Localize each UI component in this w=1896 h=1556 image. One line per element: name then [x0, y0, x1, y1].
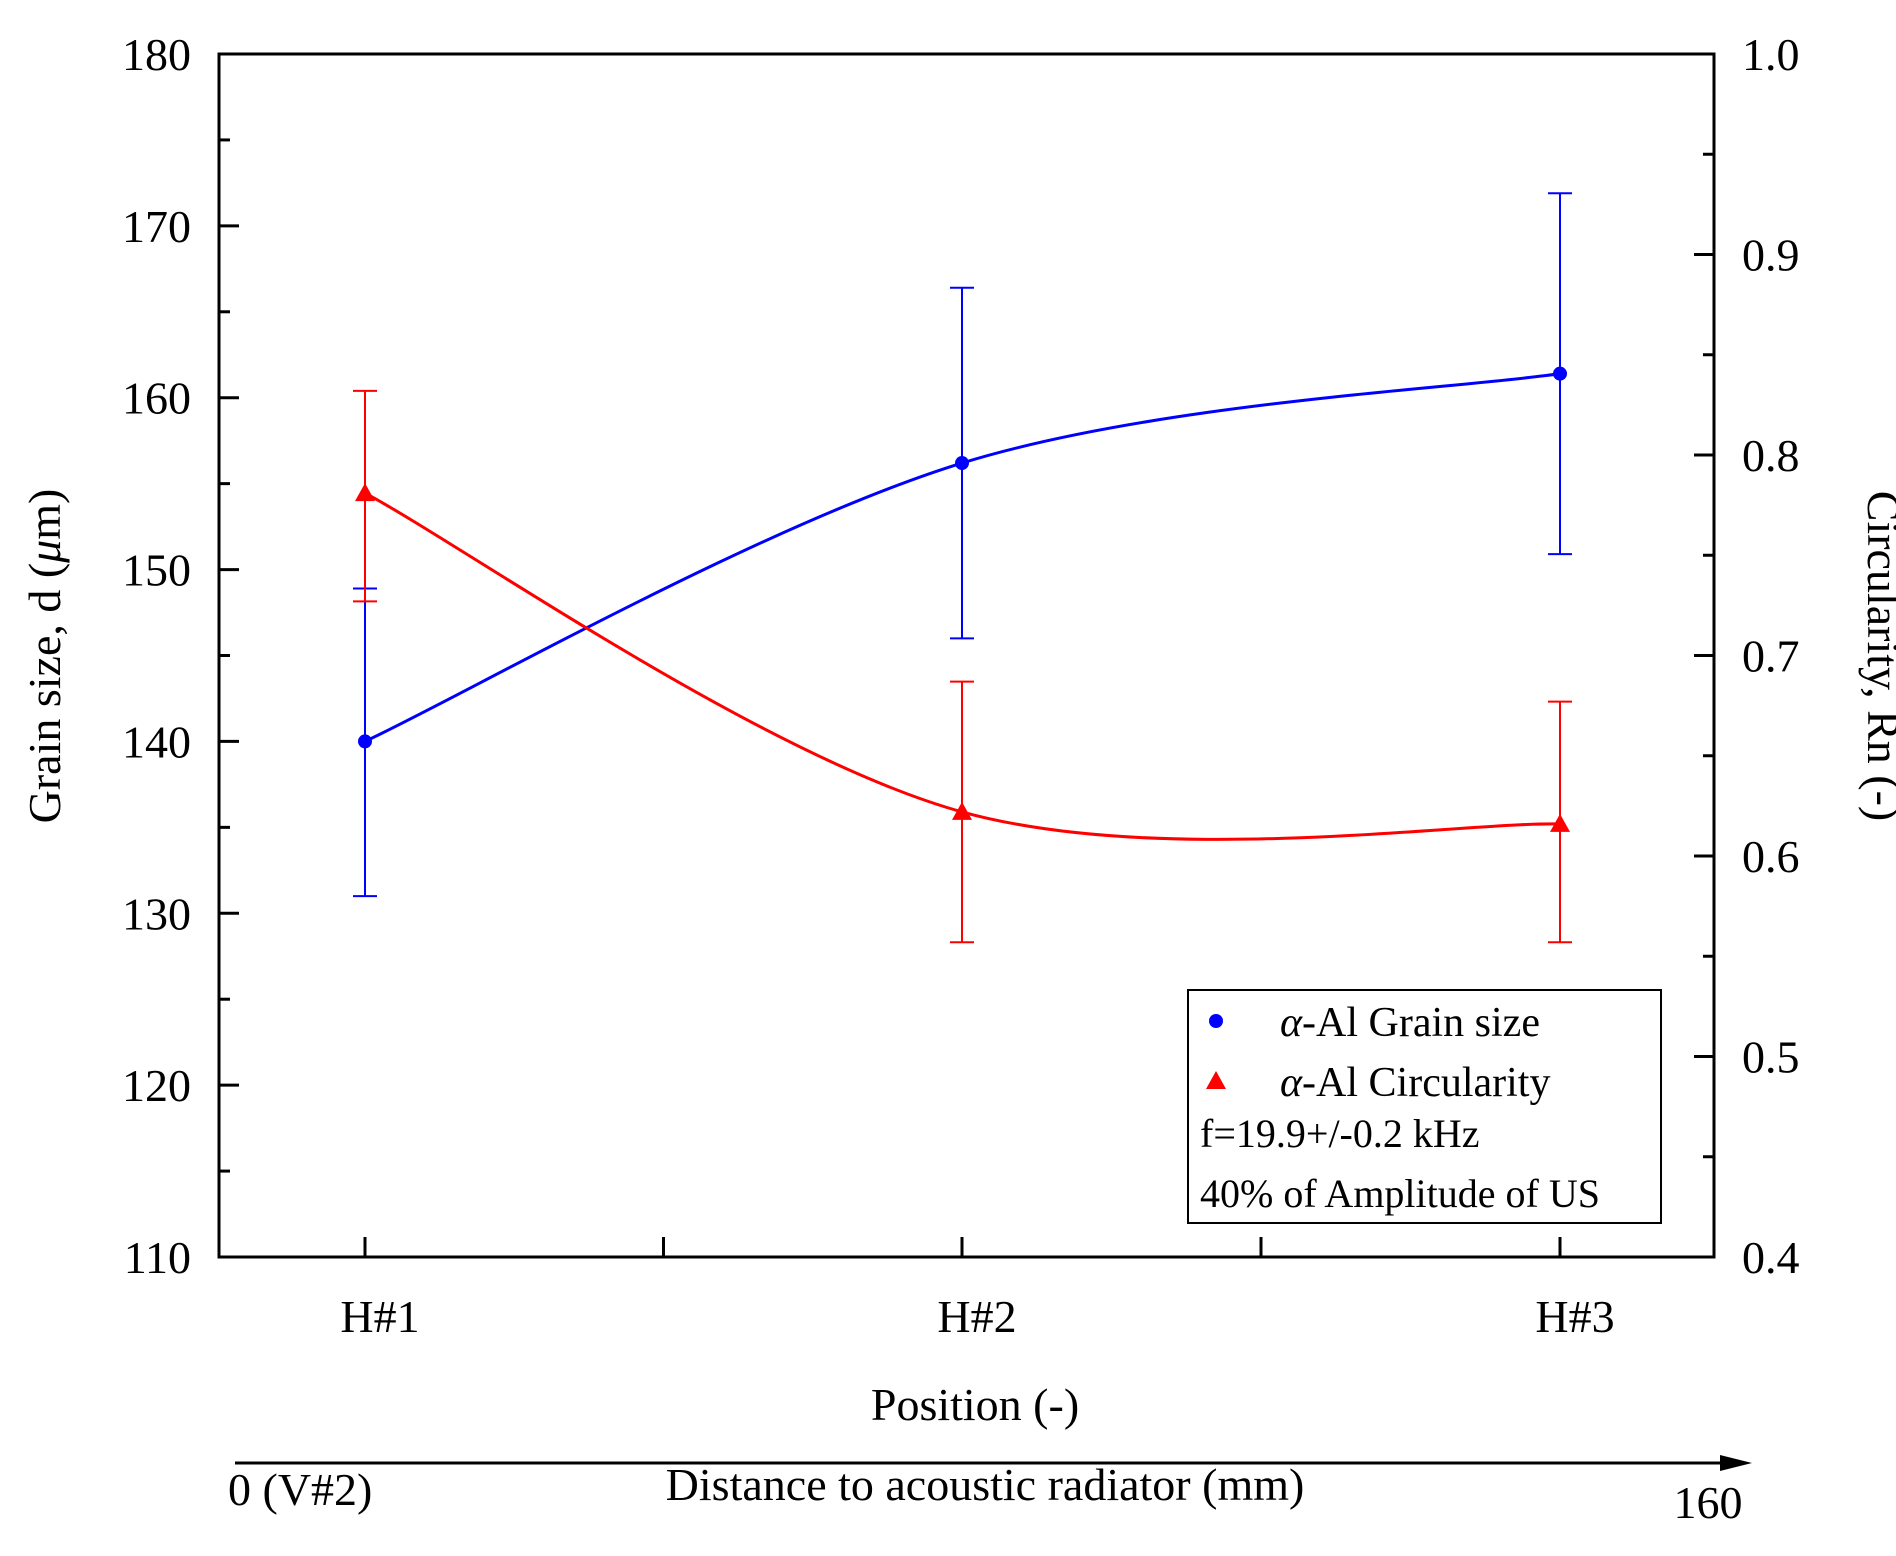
distance-axis-arrow-icon	[1720, 1455, 1752, 1471]
y-tick-label: 140	[122, 716, 191, 767]
y-tick-label: 170	[122, 201, 191, 252]
y-tick-label: 130	[122, 888, 191, 939]
y-axis-title-greek: μ	[19, 540, 70, 564]
data-point	[1553, 366, 1567, 381]
legend-greek: α	[1280, 1000, 1303, 1046]
distance-axis-end-label: 160	[1674, 1477, 1743, 1528]
y-axis-title-prefix: Grain size, d (	[19, 563, 70, 824]
axis-text-layer: 110 120 130 140 150 160 170 180 0.4 0.5 0.6 0.7 0.8 0…	[19, 29, 1896, 1528]
x-tick-label: H#2	[937, 1291, 1016, 1342]
data-point	[1550, 813, 1570, 832]
axes-layer	[217, 52, 1752, 1471]
distance-axis-start-label: 0 (V#2)	[228, 1464, 372, 1515]
legend-note: f=19.9+/-0.2 kHz	[1200, 1111, 1480, 1156]
y2-tick-label: 0.9	[1742, 230, 1800, 281]
y-tick-label: 160	[122, 373, 191, 424]
y-axis-title-suffix: m)	[19, 489, 70, 540]
series-grain-size	[353, 192, 1572, 898]
y2-axis-title: Circularity, Rn (-)	[1858, 491, 1896, 821]
legend-name: -Al Grain size	[1302, 1000, 1540, 1046]
series-layer	[353, 192, 1572, 944]
x-axis-title: Position (-)	[871, 1379, 1079, 1430]
y-axis-title: Grain size, d (μm)	[19, 489, 70, 824]
legend-greek: α	[1280, 1060, 1303, 1106]
y2-tick-label: 0.5	[1742, 1032, 1800, 1083]
y2-tick-label: 1.0	[1742, 29, 1800, 80]
y2-tick-label: 0.4	[1742, 1232, 1800, 1283]
y2-tick-label: 0.8	[1742, 430, 1800, 481]
x-tick-label: H#3	[1535, 1291, 1614, 1342]
data-point	[955, 456, 969, 471]
y2-tick-label: 0.6	[1742, 831, 1800, 882]
data-point	[952, 801, 972, 820]
legend-marker	[1209, 1014, 1223, 1028]
legend-label: α-Al Circularity	[1280, 1060, 1550, 1106]
y-tick-label: 120	[122, 1060, 191, 1111]
y-tick-label: 150	[122, 545, 191, 596]
legend-box	[1187, 989, 1662, 1224]
y-tick-label: 110	[124, 1232, 191, 1283]
legend-label: α-Al Grain size	[1280, 1000, 1540, 1046]
y-tick-label: 180	[122, 29, 191, 80]
y2-tick-label: 0.7	[1742, 631, 1800, 682]
series-circularity	[353, 389, 1572, 944]
data-point	[358, 734, 372, 749]
x-tick-label: H#1	[340, 1291, 419, 1342]
distance-axis-title: Distance to acoustic radiator (mm)	[666, 1459, 1305, 1510]
legend-note: 40% of Amplitude of US	[1200, 1171, 1600, 1216]
data-point	[355, 483, 375, 502]
legend-name: -Al Circularity	[1302, 1060, 1550, 1106]
legend-marker	[1206, 1071, 1226, 1089]
